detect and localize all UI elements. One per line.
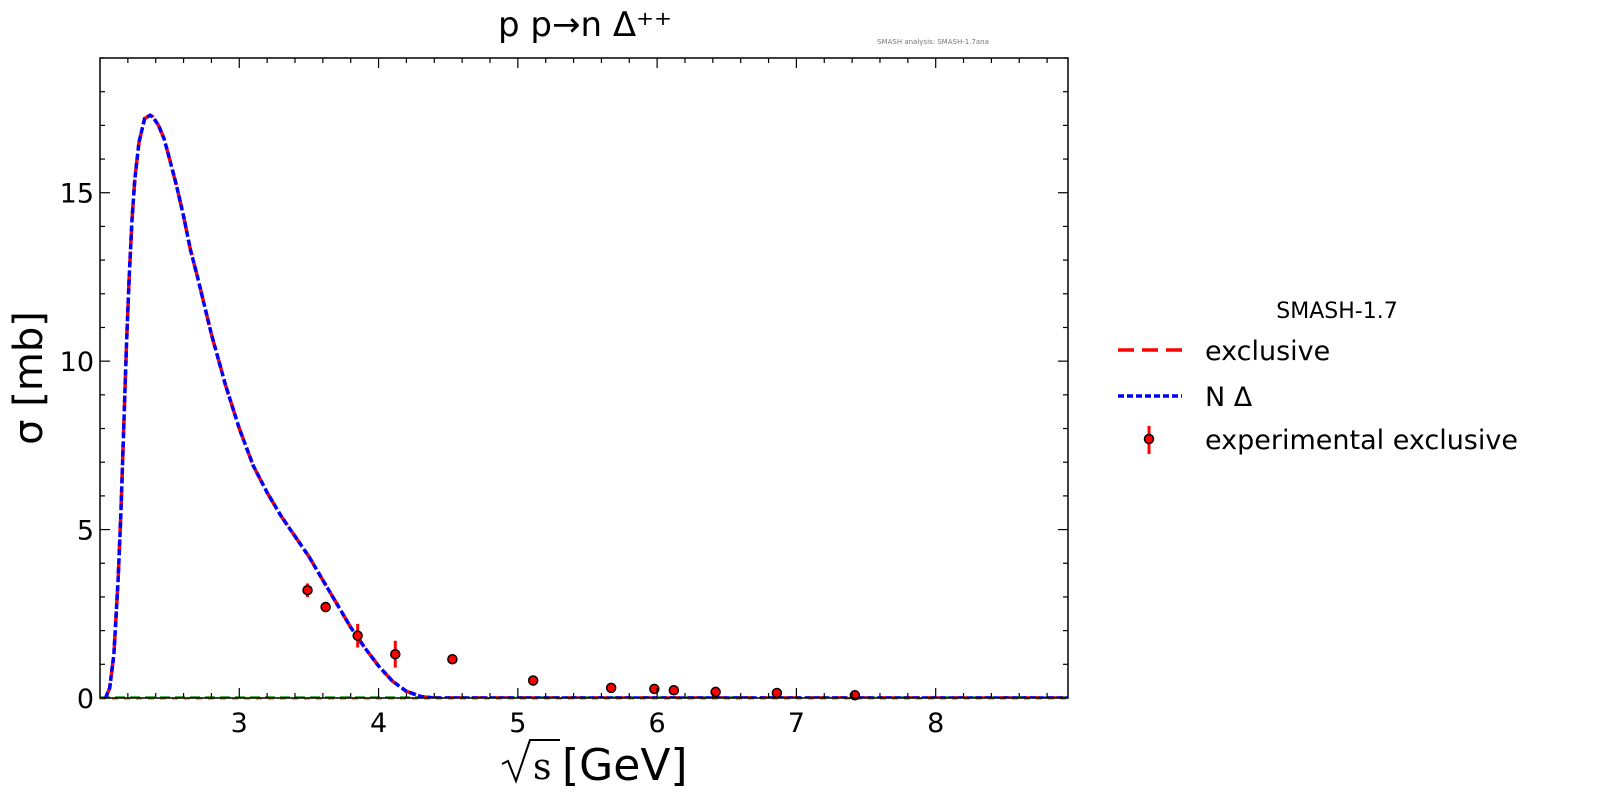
series-line-n-delta — [103, 113, 1068, 698]
sqrt-sign — [501, 739, 560, 784]
data-marker — [447, 654, 458, 665]
data-marker — [390, 648, 401, 660]
x-tick-label: 3 — [231, 708, 248, 739]
legend-experimental-label: experimental exclusive — [1205, 425, 1518, 456]
x-axis-label-main: s — [533, 747, 551, 788]
y-tick-label: 5 — [77, 516, 94, 547]
data-point-10 — [771, 687, 783, 699]
chart-title: p p→n Δ⁺⁺ — [498, 5, 672, 45]
legend-exclusive-label: exclusive — [1205, 336, 1330, 367]
data-marker — [771, 687, 783, 699]
data-marker — [527, 675, 539, 686]
watermark: SMASH analysis: SMASH-1.7ana — [877, 38, 989, 46]
data-point-2 — [352, 623, 363, 648]
x-axis-label-group: s [GeV] — [501, 739, 688, 791]
y-tick-label: 0 — [77, 684, 94, 715]
data-marker — [320, 601, 331, 613]
data-marker — [352, 630, 363, 641]
data-point-3 — [390, 640, 401, 668]
data-point-4 — [447, 654, 458, 665]
x-tick-label: 7 — [788, 708, 805, 739]
x-tick-labels: 3 4 5 6 7 8 — [231, 708, 945, 739]
axes-frame — [99, 57, 1069, 699]
series-line-exclusive — [103, 113, 1068, 698]
x-axis-label-unit: [GeV] — [562, 740, 688, 791]
data-point-6 — [605, 682, 617, 694]
y-tick-labels: 0 5 10 15 — [60, 179, 94, 715]
x-tick-label: 5 — [509, 708, 526, 739]
x-tick-label: 4 — [370, 708, 387, 739]
data-marker — [302, 584, 313, 596]
data-point-0 — [302, 583, 313, 597]
legend-n-delta-label: N Δ — [1205, 382, 1253, 413]
data-marker — [605, 682, 617, 694]
data-point-8 — [668, 685, 680, 696]
y-tick-label: 15 — [60, 179, 94, 210]
x-tick-label: 8 — [927, 708, 944, 739]
data-point-5 — [527, 675, 539, 686]
data-marker — [668, 685, 680, 696]
legend-experimental-marker — [1143, 433, 1155, 445]
legend: SMASH-1.7 exclusive N Δ experimental exc… — [1118, 299, 1518, 456]
x-tick-label: 6 — [649, 708, 666, 739]
data-point-1 — [320, 601, 331, 613]
plot-area — [99, 57, 1069, 701]
legend-title: SMASH-1.7 — [1276, 299, 1397, 324]
y-axis-label: σ [mb] — [6, 311, 52, 445]
y-axis-label-group: σ [mb] — [6, 311, 52, 445]
y-tick-label: 10 — [60, 347, 94, 378]
